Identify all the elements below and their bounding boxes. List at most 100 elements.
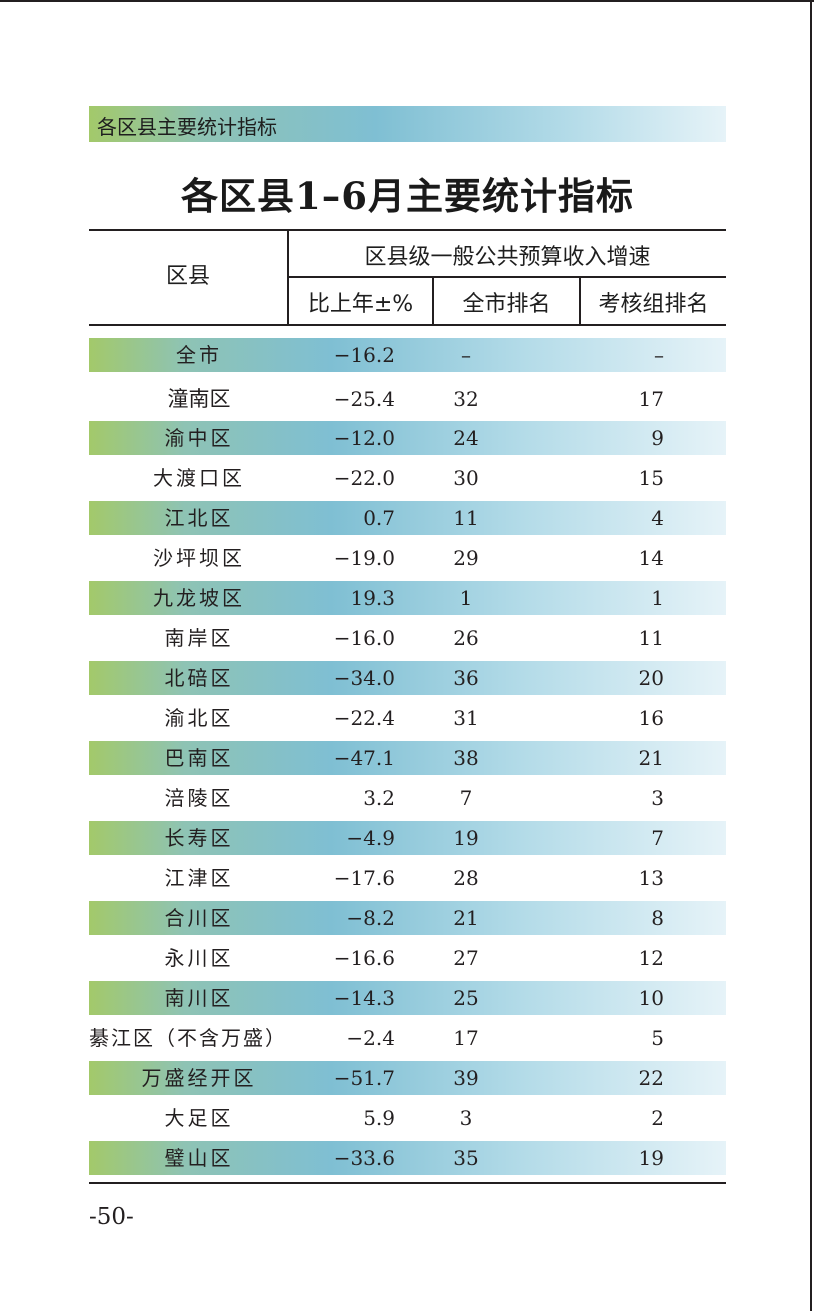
- city-rank-value: 7: [459, 786, 473, 810]
- table-title: 各区县1–6月主要统计指标: [181, 174, 634, 218]
- district-name: 北碚区: [164, 666, 234, 690]
- city-rank-value: 17: [453, 1026, 479, 1050]
- page-border-top: [0, 0, 814, 2]
- group-rank-value: 1: [651, 586, 664, 610]
- group-rank-value: 17: [638, 387, 664, 411]
- table-row: 沙坪坝区 −19.0 29 14: [89, 541, 726, 575]
- header-divider-1: [287, 230, 289, 325]
- growth-value: −14.3: [333, 986, 395, 1010]
- group-rank-value: 21: [638, 746, 664, 770]
- growth-value: −34.0: [333, 666, 395, 690]
- group-rank-value: 9: [651, 426, 664, 450]
- city-rank-value: 24: [453, 426, 479, 450]
- header-divider-2: [432, 277, 434, 325]
- table-row: 潼南区 −25.4 32 17: [89, 382, 726, 416]
- district-name: 全市: [176, 343, 222, 367]
- city-rank-value: 35: [453, 1146, 479, 1170]
- header-bottom-rule: [89, 324, 726, 326]
- district-name: 万盛经开区: [141, 1066, 257, 1090]
- growth-value: −22.0: [333, 466, 395, 490]
- group-rank-value: 16: [638, 706, 664, 730]
- growth-value: 19.3: [350, 586, 395, 610]
- city-rank-value: 1: [459, 586, 473, 610]
- growth-value: −8.2: [346, 906, 395, 930]
- city-rank-value: 28: [453, 866, 479, 890]
- district-name: 江津区: [164, 866, 234, 890]
- growth-value: −16.0: [333, 626, 395, 650]
- district-name: 永川区: [164, 946, 234, 970]
- header-group-rank: 考核组排名: [598, 292, 709, 317]
- city-rank-value: 11: [453, 506, 479, 530]
- district-name: 巴南区: [164, 746, 234, 770]
- growth-value: 3.2: [363, 786, 395, 810]
- city-rank-value: 32: [453, 387, 479, 411]
- district-name: 南川区: [164, 986, 234, 1010]
- growth-value: −16.2: [333, 343, 395, 367]
- city-rank-value: 26: [453, 626, 479, 650]
- city-rank-value: 21: [453, 906, 479, 930]
- growth-value: −33.6: [333, 1146, 395, 1170]
- district-name: 九龙坡区: [153, 586, 245, 610]
- district-name: 江北区: [164, 506, 234, 530]
- table-row: 长寿区 −4.9 19 7: [89, 821, 726, 855]
- city-rank-value: 27: [453, 946, 479, 970]
- group-rank-value: 20: [638, 666, 664, 690]
- growth-value: 5.9: [363, 1106, 395, 1130]
- group-rank-value: 14: [638, 546, 664, 570]
- growth-value: −12.0: [333, 426, 395, 450]
- city-rank-value: 25: [453, 986, 479, 1010]
- city-rank-value: 30: [453, 466, 479, 490]
- group-rank-value: 4: [651, 506, 664, 530]
- table-row: 大渡口区 −22.0 30 15: [89, 461, 726, 495]
- group-rank-value: 12: [638, 946, 664, 970]
- group-rank-value: 15: [638, 466, 664, 490]
- table-row: 九龙坡区 19.3 1 1: [89, 581, 726, 615]
- city-rank-value: 39: [453, 1066, 479, 1090]
- section-banner: 各区县主要统计指标: [89, 106, 726, 142]
- table-top-rule: [89, 229, 726, 231]
- district-name: 璧山区: [164, 1146, 234, 1170]
- district-name: 涪陵区: [164, 786, 234, 810]
- table-row: 北碚区 −34.0 36 20: [89, 661, 726, 695]
- table-row: 江津区 −17.6 28 13: [89, 861, 726, 895]
- group-rank-value: 22: [638, 1066, 664, 1090]
- district-name: 綦江区（不含万盛）: [89, 1026, 287, 1050]
- city-rank-value: 3: [459, 1106, 473, 1130]
- header-mid-rule: [288, 276, 726, 278]
- header-district: 区县: [165, 264, 210, 289]
- table-row: 渝中区 −12.0 24 9: [89, 421, 726, 455]
- growth-value: −17.6: [333, 866, 395, 890]
- group-rank-value: 19: [638, 1146, 664, 1170]
- district-name: 大渡口区: [153, 466, 245, 490]
- city-rank-value: 19: [453, 826, 479, 850]
- district-name: 南岸区: [164, 626, 234, 650]
- table-row: 渝北区 −22.4 31 16: [89, 701, 726, 735]
- table-row: 綦江区（不含万盛） −2.4 17 5: [89, 1021, 726, 1055]
- table-row: 合川区 −8.2 21 8: [89, 901, 726, 935]
- group-rank-value: 11: [638, 626, 664, 650]
- district-name: 沙坪坝区: [153, 546, 245, 570]
- growth-value: −19.0: [333, 546, 395, 570]
- header-divider-3: [579, 277, 581, 325]
- growth-value: −4.9: [346, 826, 395, 850]
- growth-value: −51.7: [333, 1066, 395, 1090]
- page-number: -50-: [89, 1204, 134, 1230]
- growth-value: −47.1: [333, 746, 395, 770]
- group-rank-value: 10: [638, 986, 664, 1010]
- growth-value: 0.7: [363, 506, 395, 530]
- table-row: 万盛经开区 −51.7 39 22: [89, 1061, 726, 1095]
- city-rank-value: 29: [453, 546, 479, 570]
- growth-value: −2.4: [346, 1026, 395, 1050]
- table-row: 南岸区 −16.0 26 11: [89, 621, 726, 655]
- group-rank-value: 7: [651, 826, 664, 850]
- header-growth-pct: 比上年±%: [307, 292, 414, 317]
- growth-value: −16.6: [333, 946, 395, 970]
- header-revenue-growth: 区县级一般公共预算收入增速: [364, 245, 651, 270]
- table-row: 璧山区 −33.6 35 19: [89, 1141, 726, 1175]
- growth-value: −25.4: [333, 387, 395, 411]
- table-row: 永川区 −16.6 27 12: [89, 941, 726, 975]
- district-name: 潼南区: [167, 387, 231, 411]
- group-rank-value: 8: [651, 906, 664, 930]
- group-rank-value: 3: [651, 786, 664, 810]
- table-row: 南川区 −14.3 25 10: [89, 981, 726, 1015]
